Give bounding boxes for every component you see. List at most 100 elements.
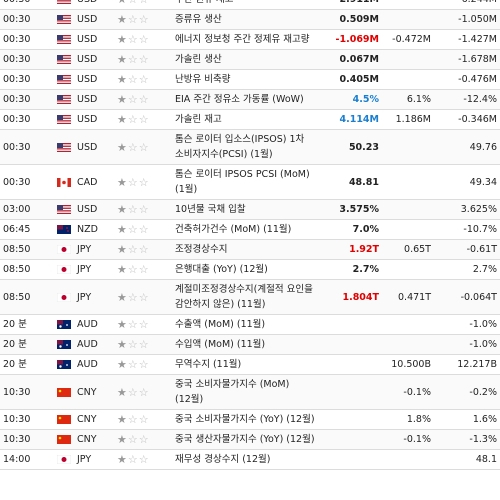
previous-text: -1.0%: [469, 339, 497, 350]
importance: ★☆☆: [114, 279, 172, 315]
importance: ★☆☆: [114, 239, 172, 260]
forecast: 10.500B: [382, 354, 434, 375]
event: 톰슨 로이터 입소스(IPSOS) 1차 소비자지수(PCSI) (1월): [172, 129, 318, 165]
forecast: [382, 49, 434, 70]
event: 주간 원유 재고: [172, 0, 318, 10]
currency: USD: [54, 49, 114, 70]
flag: [57, 205, 71, 214]
currency-text: CNY: [77, 434, 97, 445]
actual-text: 4.114M: [339, 114, 379, 125]
importance: ★☆☆: [114, 354, 172, 375]
currency: JPY: [54, 449, 114, 470]
actual: [318, 429, 382, 450]
time: 00:30: [0, 164, 54, 200]
currency: USD: [54, 29, 114, 50]
event: 가솔린 재고: [172, 109, 318, 130]
actual: 4.5%: [318, 89, 382, 110]
previous-text: -1.427M: [458, 34, 497, 45]
currency-text: AUD: [77, 359, 98, 370]
event: 건축허가건수 (MoM) (11월): [172, 219, 318, 240]
actual: 2.7%: [318, 259, 382, 280]
flag: [57, 415, 71, 424]
currency-text: USD: [77, 94, 98, 105]
currency-text: JPY: [77, 454, 92, 465]
previous: -1.0%: [434, 334, 500, 355]
time: 10:30: [0, 409, 54, 430]
time-text: 06:45: [3, 224, 31, 235]
previous-text: -10.7%: [463, 224, 497, 235]
event-text: 중국 소비자물가지수 (MoM) (12월): [175, 379, 290, 405]
forecast: 1.8%: [382, 409, 434, 430]
previous-text: 3.625%: [460, 204, 497, 215]
importance: ★☆☆: [114, 29, 172, 50]
actual: 7.0%: [318, 219, 382, 240]
previous-text: 49.76: [469, 141, 497, 153]
currency: USD: [54, 69, 114, 90]
actual-text: 0.405M: [339, 74, 379, 85]
flag: [57, 455, 71, 464]
previous: -0.064T: [434, 279, 500, 315]
currency-text: CNY: [77, 386, 97, 398]
importance: ★☆☆: [114, 49, 172, 70]
flag: [57, 115, 71, 124]
actual: 48.81: [318, 164, 382, 200]
currency: USD: [54, 109, 114, 130]
time-text: 00:30: [3, 94, 31, 105]
event-row: 10:30 CNY ★☆☆ 중국 소비자물가지수 (YoY) (12월) 1.8% 1.6…: [0, 409, 500, 430]
time: 00:30: [0, 69, 54, 90]
event-text: 톰슨 로이터 입소스(IPSOS) 1차 소비자지수(PCSI) (1월): [175, 134, 305, 160]
previous-text: -0.2%: [469, 386, 497, 398]
actual: 3.575%: [318, 199, 382, 220]
importance: ★☆☆: [114, 0, 172, 10]
forecast-text: 6.1%: [406, 94, 431, 105]
currency-text: USD: [77, 14, 98, 25]
flag: [57, 245, 71, 254]
previous: 3.625%: [434, 199, 500, 220]
event: 수입액 (MoM) (11월): [172, 334, 318, 355]
previous: -1.050M: [434, 9, 500, 30]
event-text: 난방유 비축량: [175, 74, 231, 85]
currency: CAD: [54, 164, 114, 200]
currency: CNY: [54, 429, 114, 450]
event-text: 계절미조정경상수지(계절적 요인을 감안하지 않은) (11월): [175, 284, 313, 310]
time-text: 08:50: [3, 264, 31, 275]
forecast: [382, 199, 434, 220]
actual-text: 48.81: [348, 176, 379, 188]
actual: -1.069M: [318, 29, 382, 50]
flag: [57, 95, 71, 104]
time: 10:30: [0, 374, 54, 410]
currency: CNY: [54, 409, 114, 430]
actual: 1.804T: [318, 279, 382, 315]
flag: [57, 142, 71, 152]
time-text: 00:30: [3, 114, 31, 125]
previous: -12.4%: [434, 89, 500, 110]
time: 14:00: [0, 449, 54, 470]
actual: [318, 314, 382, 335]
event-row: 00:30 USD ★☆☆주간 원유 재고 2.911M 6.244M: [0, 0, 500, 10]
previous: 6.244M: [434, 0, 500, 10]
currency-text: USD: [77, 74, 98, 85]
currency: USD: [54, 0, 114, 10]
forecast: [382, 219, 434, 240]
actual-text: 0.067M: [339, 54, 379, 65]
event: 톰슨 로이터 IPSOS PCSI (MoM) (1월): [172, 164, 318, 200]
event-text: 건축허가건수 (MoM) (11월): [175, 224, 292, 235]
currency-text: USD: [77, 114, 98, 125]
previous: 48.1: [434, 449, 500, 470]
previous: -1.3%: [434, 429, 500, 450]
currency-text: USD: [77, 0, 97, 5]
time: 20 분: [0, 334, 54, 355]
previous-text: -0.346M: [458, 114, 497, 125]
currency: NZD: [54, 219, 114, 240]
time: 20 분: [0, 314, 54, 335]
event: 수출액 (MoM) (11월): [172, 314, 318, 335]
forecast: [382, 449, 434, 470]
actual: 4.114M: [318, 109, 382, 130]
currency: CNY: [54, 374, 114, 410]
actual-text: 3.575%: [339, 204, 379, 215]
actual: [318, 334, 382, 355]
importance: ★☆☆: [114, 314, 172, 335]
previous: 2.7%: [434, 259, 500, 280]
forecast: [382, 0, 434, 10]
